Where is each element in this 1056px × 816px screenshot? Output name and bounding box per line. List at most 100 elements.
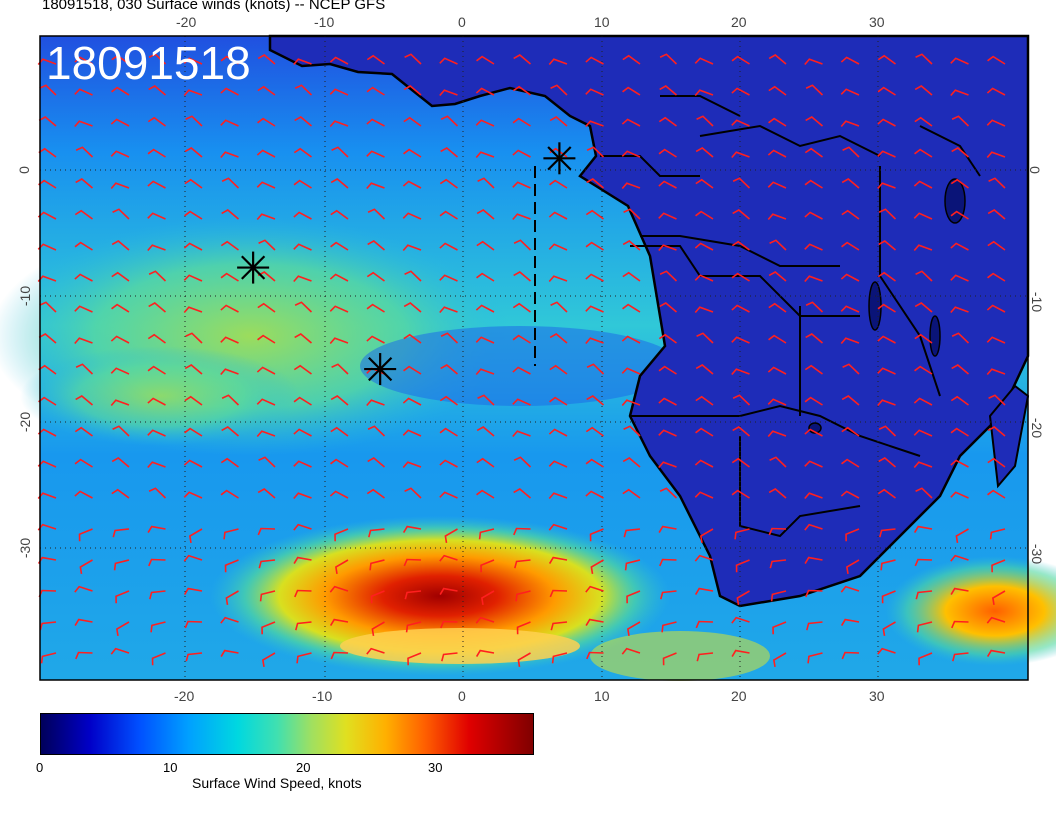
wind-barb (877, 150, 896, 158)
wind-barb (549, 179, 568, 189)
wind-barb (913, 180, 933, 189)
wind-barb (403, 365, 422, 375)
wind-barb (220, 240, 239, 251)
lat-tick-left: -30 (17, 537, 34, 559)
wind-barb (877, 647, 896, 655)
wind-barb (768, 54, 787, 65)
wind-barb (804, 428, 823, 437)
wind-map[interactable]: 18091518 (0, 34, 1056, 681)
wind-barb (294, 589, 312, 598)
wind-barb (585, 458, 604, 468)
wind-barb (257, 54, 276, 65)
wind-barb (915, 590, 933, 600)
wind-barb (221, 177, 240, 189)
wind-barb (914, 85, 933, 96)
wind-barb (261, 621, 276, 635)
wind-barb (731, 119, 750, 127)
wind-barb (256, 430, 276, 438)
wind-barb (548, 275, 568, 283)
wind-barb (147, 397, 166, 406)
wind-barb (74, 209, 93, 220)
wind-barb (626, 590, 641, 604)
lon-tick-bottom: 30 (869, 688, 885, 704)
wind-barb (366, 303, 385, 313)
wind-barb (402, 397, 422, 406)
wind-barb (804, 243, 823, 251)
wind-barb (39, 84, 57, 96)
wind-barb (294, 116, 313, 127)
wind-barb (622, 488, 641, 499)
wind-barb (183, 57, 203, 65)
wind-barb (402, 244, 422, 252)
wind-barb (585, 88, 604, 96)
wind-barb (986, 649, 1006, 657)
map-frame (39, 35, 1029, 681)
wind-barb (549, 396, 568, 406)
wind-barb (767, 430, 787, 438)
wind-barb (950, 427, 969, 437)
wind-barb (329, 56, 349, 65)
wind-barb (405, 621, 422, 633)
wind-barb (804, 556, 823, 564)
wind-barb (295, 621, 312, 631)
wind-barb (585, 209, 604, 220)
wind-barb (74, 56, 93, 65)
wind-barb (111, 86, 130, 96)
wind-barb (75, 178, 94, 189)
wind-barb (148, 302, 167, 313)
wind-barb (658, 429, 677, 437)
wind-barb (804, 179, 823, 189)
wind-barb (404, 53, 422, 65)
wind-barb (475, 336, 495, 344)
wind-barb (38, 333, 57, 344)
wind-barb (695, 147, 714, 158)
wind-barbs (37, 53, 1006, 668)
wind-barb (366, 150, 385, 158)
wind-barb (694, 89, 714, 97)
wind-barb (950, 57, 969, 65)
wind-barb (840, 585, 860, 593)
wind-barb (915, 270, 933, 282)
wind-barb (256, 181, 276, 189)
wind-barb (477, 177, 495, 189)
wind-barb (257, 488, 276, 499)
wind-barb (293, 396, 312, 406)
colorbar-tick: 10 (163, 760, 178, 775)
wind-barb (112, 208, 130, 220)
wind-barb (185, 115, 203, 127)
wind-barb (731, 489, 750, 499)
wind-barb (731, 272, 750, 282)
wind-barb (220, 304, 239, 313)
wind-barb (330, 241, 349, 251)
wind-barb (40, 652, 57, 664)
wind-barb (586, 363, 605, 375)
wind-barb (548, 211, 568, 220)
wind-barb (696, 652, 714, 662)
wind-barb (147, 333, 166, 344)
wind-barb (439, 459, 458, 468)
wind-barb (256, 366, 276, 375)
wind-barb (840, 490, 860, 499)
wind-barb (75, 395, 94, 406)
wind-barb (804, 492, 823, 500)
wind-barb (439, 89, 458, 97)
wind-barb (841, 241, 860, 251)
wind-barb (329, 273, 349, 282)
lon-tick-top: -20 (176, 14, 197, 30)
wind-barb (439, 427, 458, 437)
wind-barb (585, 305, 604, 313)
wind-barb (772, 652, 787, 668)
wind-barb (439, 554, 458, 562)
wind-barb (115, 590, 130, 604)
wind-barb (366, 271, 385, 282)
wind-barb (475, 649, 495, 657)
wind-barb (184, 364, 203, 375)
wind-barb (512, 85, 531, 96)
wind-barb (840, 305, 860, 313)
wind-barb (513, 527, 531, 536)
wind-barb (476, 426, 495, 437)
wind-barb (695, 364, 714, 375)
wind-barb (366, 86, 385, 96)
wind-barb (439, 395, 458, 406)
wind-barb (150, 621, 166, 633)
